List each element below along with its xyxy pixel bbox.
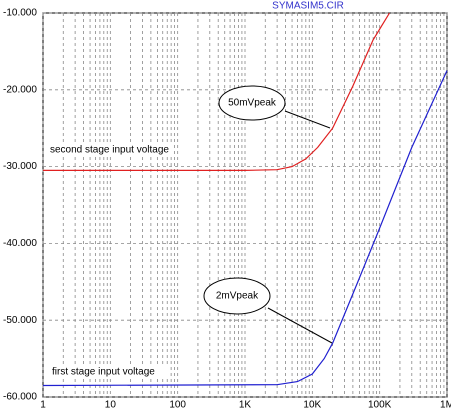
series-line <box>42 70 448 387</box>
label-bg <box>50 365 168 379</box>
annotation: second stage input voltage <box>50 145 169 156</box>
x-tick-label: 10 <box>105 400 117 411</box>
grid <box>42 12 448 398</box>
x-tick-label: 10K <box>303 400 321 411</box>
y-tick-label: -30.000 <box>3 161 37 172</box>
y-tick-label: -50.000 <box>3 315 37 326</box>
y-tick-label: -60.000 <box>3 392 37 403</box>
pointer <box>284 110 331 129</box>
x-tick-label: 1M <box>440 400 451 411</box>
callout <box>218 85 286 121</box>
x-tick-label: 1K <box>239 400 252 411</box>
pointer <box>267 307 333 344</box>
annotation: 2mVpeak <box>216 291 259 302</box>
series-line <box>43 12 391 171</box>
x-tick-label: 100K <box>368 400 392 411</box>
y-tick-label: -40.000 <box>3 238 37 249</box>
label-bg <box>48 143 174 157</box>
annotation: first stage input voltage <box>52 367 155 378</box>
series <box>42 12 448 387</box>
x-tick-label: 1 <box>40 400 46 411</box>
y-tick-label: -20.000 <box>3 84 37 95</box>
chart-title: SYMASIM5.CIR <box>272 1 344 12</box>
callout <box>203 277 271 315</box>
y-tick-label: -10.000 <box>3 8 37 19</box>
annotation: 50mVpeak <box>228 98 277 109</box>
x-tick-label: 100 <box>169 400 186 411</box>
